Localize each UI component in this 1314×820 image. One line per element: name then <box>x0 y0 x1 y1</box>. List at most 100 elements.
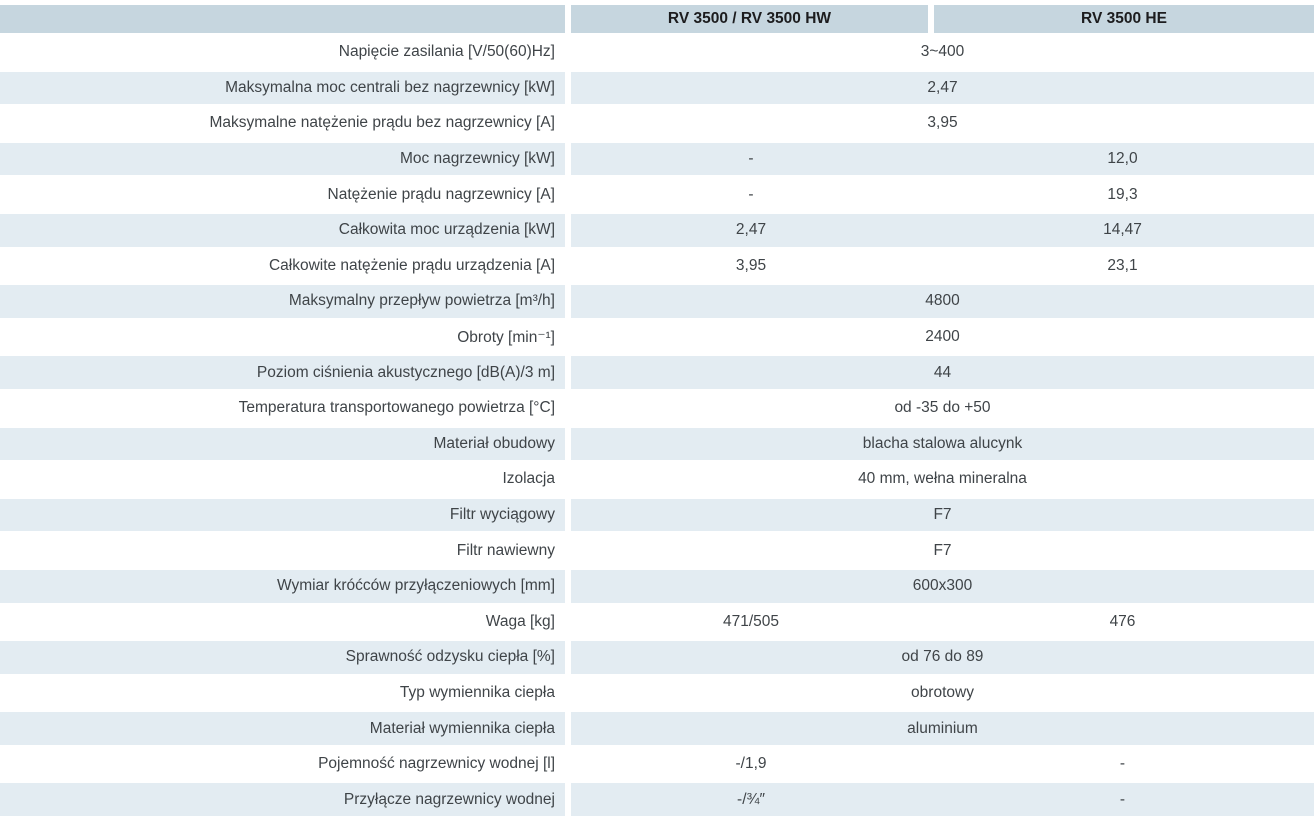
row-value-rv3500-he: - <box>931 783 1314 817</box>
column-divider <box>565 676 571 710</box>
table-row: Filtr wyciągowy F7 <box>0 498 1314 532</box>
row-value-merged: aluminium <box>571 712 1314 745</box>
row-value-merged: 600x300 <box>571 569 1314 603</box>
row-value-merged: F7 <box>571 498 1314 532</box>
row-label: Wymiar króćców przyłączeniowych [mm] <box>0 569 565 603</box>
row-value-merged: 44 <box>571 356 1314 389</box>
column-divider <box>565 107 571 140</box>
row-value-merged: 4800 <box>571 285 1314 318</box>
column-divider <box>565 747 571 781</box>
row-value-merged: 2400 <box>925 328 960 346</box>
row-label: Obroty [min⁻¹] <box>457 328 555 346</box>
column-divider <box>565 569 571 603</box>
row-label: Przyłącze nagrzewnicy wodnej <box>0 783 565 817</box>
row-label: Sprawność odzysku ciepła [%] <box>0 641 565 674</box>
column-divider <box>565 783 571 817</box>
table-row: Całkowite natężenie prądu urządzenia [A]… <box>0 249 1314 283</box>
column-divider <box>565 5 571 33</box>
table-row: Materiał wymiennika ciepła aluminium <box>0 712 1314 745</box>
row-label: Filtr wyciągowy <box>0 498 565 532</box>
column-divider <box>565 712 571 745</box>
row-value-rv3500-he: 12,0 <box>931 142 1314 176</box>
row-label: Napięcie zasilania [V/50(60)Hz] <box>338 43 555 61</box>
table-row: Maksymalny przepływ powietrza [m³/h] 4800 <box>0 285 1314 318</box>
row-value-rv3500-hw: - <box>748 185 754 203</box>
column-header-parameter <box>0 5 565 33</box>
row-label: Materiał obudowy <box>0 427 565 461</box>
row-value-rv3500-he: 14,47 <box>931 213 1314 247</box>
column-divider <box>565 285 571 318</box>
row-label: Natężenie prądu nagrzewnicy [A] <box>327 185 555 203</box>
row-label: Moc nagrzewnicy [kW] <box>0 142 565 176</box>
row-value-rv3500-hw: -/¾″ <box>571 783 931 817</box>
column-divider <box>565 391 571 425</box>
column-divider <box>565 605 571 639</box>
column-divider <box>565 427 571 461</box>
table-row: Maksymalna moc centrali bez nagrzewnicy … <box>0 71 1314 105</box>
table-row: Natężenie prądu nagrzewnicy [A] - 19,3 <box>0 178 1314 211</box>
spec-table-body: Napięcie zasilania [V/50(60)Hz] 3~400 Maks… <box>0 36 1314 817</box>
row-value-merged: 40 mm, wełna mineralna <box>858 470 1027 488</box>
row-label: Maksymalny przepływ powietrza [m³/h] <box>0 285 565 318</box>
column-divider <box>565 71 571 105</box>
column-divider <box>565 498 571 532</box>
row-label: Typ wymiennika ciepła <box>399 683 555 701</box>
row-label: Filtr nawiewny <box>456 541 555 559</box>
spec-table-header: RV 3500 / RV 3500 HW RV 3500 HE <box>0 5 1314 33</box>
table-row: Waga [kg] 471/505 476 <box>0 605 1314 639</box>
column-divider <box>565 36 571 69</box>
row-label: Waga [kg] <box>485 612 555 630</box>
column-divider <box>565 249 571 283</box>
row-label: Materiał wymiennika ciepła <box>0 712 565 745</box>
table-row: Typ wymiennika ciepła obrotowy <box>0 676 1314 710</box>
row-value-rv3500-hw: 2,47 <box>571 213 931 247</box>
table-row: Całkowita moc urządzenia [kW] 2,47 14,47 <box>0 213 1314 247</box>
table-row: Napięcie zasilania [V/50(60)Hz] 3~400 <box>0 36 1314 69</box>
table-row: Obroty [min⁻¹] 2400 <box>0 320 1314 354</box>
row-value-merged: blacha stalowa alucynk <box>571 427 1314 461</box>
table-row: Przyłącze nagrzewnicy wodnej -/¾″ - <box>0 783 1314 817</box>
table-row: Sprawność odzysku ciepła [%] od 76 do 89 <box>0 641 1314 674</box>
column-divider <box>565 142 571 176</box>
row-value-merged: 3~400 <box>920 43 965 61</box>
column-divider <box>565 178 571 211</box>
row-value-merged: obrotowy <box>911 683 974 701</box>
column-divider <box>565 213 571 247</box>
row-value-rv3500-he: 476 <box>1109 612 1136 630</box>
row-label: Maksymalna moc centrali bez nagrzewnicy … <box>0 71 565 105</box>
column-divider <box>565 356 571 389</box>
row-value-rv3500-hw: - <box>571 142 931 176</box>
table-row: Moc nagrzewnicy [kW] -12,0 <box>0 142 1314 176</box>
row-label: Maksymalne natężenie prądu bez nagrzewni… <box>209 114 556 132</box>
table-row: Maksymalne natężenie prądu bez nagrzewni… <box>0 107 1314 140</box>
table-row: Pojemność nagrzewnicy wodnej [l] -/1,9 - <box>0 747 1314 781</box>
row-value-merged: F7 <box>933 541 952 559</box>
table-row: Temperatura transportowanego powietrza [… <box>0 391 1314 425</box>
row-label: Całkowite natężenie prądu urządzenia [A] <box>268 256 555 274</box>
row-label: Temperatura transportowanego powietrza [… <box>238 399 555 417</box>
row-value-merged: od -35 do +50 <box>894 399 991 417</box>
row-value-merged: 2,47 <box>571 71 1314 105</box>
row-value-rv3500-he: - <box>1119 755 1126 773</box>
column-divider <box>565 641 571 674</box>
column-divider <box>565 534 571 567</box>
row-value-rv3500-he: 19,3 <box>1107 185 1138 203</box>
row-value-merged: od 76 do 89 <box>571 641 1314 674</box>
row-label: Pojemność nagrzewnicy wodnej [l] <box>318 755 555 773</box>
row-label: Izolacja <box>502 470 555 488</box>
column-header-rv3500-hw: RV 3500 / RV 3500 HW <box>571 5 928 33</box>
row-value-rv3500-hw: 471/505 <box>722 612 780 630</box>
column-header-rv3500-he: RV 3500 HE <box>934 5 1314 33</box>
column-divider <box>565 320 571 354</box>
row-value-rv3500-hw: 3,95 <box>735 256 767 274</box>
table-row: Wymiar króćców przyłączeniowych [mm] 600x… <box>0 569 1314 603</box>
column-divider <box>928 5 934 33</box>
table-row: Izolacja 40 mm, wełna mineralna <box>0 463 1314 496</box>
table-row: Materiał obudowy blacha stalowa alucynk <box>0 427 1314 461</box>
table-row: Poziom ciśnienia akustycznego [dB(A)/3 m… <box>0 356 1314 389</box>
row-value-rv3500-hw: -/1,9 <box>735 755 767 773</box>
table-row: Filtr nawiewny F7 <box>0 534 1314 567</box>
row-label: Poziom ciśnienia akustycznego [dB(A)/3 m… <box>0 356 565 389</box>
row-label: Całkowita moc urządzenia [kW] <box>0 213 565 247</box>
